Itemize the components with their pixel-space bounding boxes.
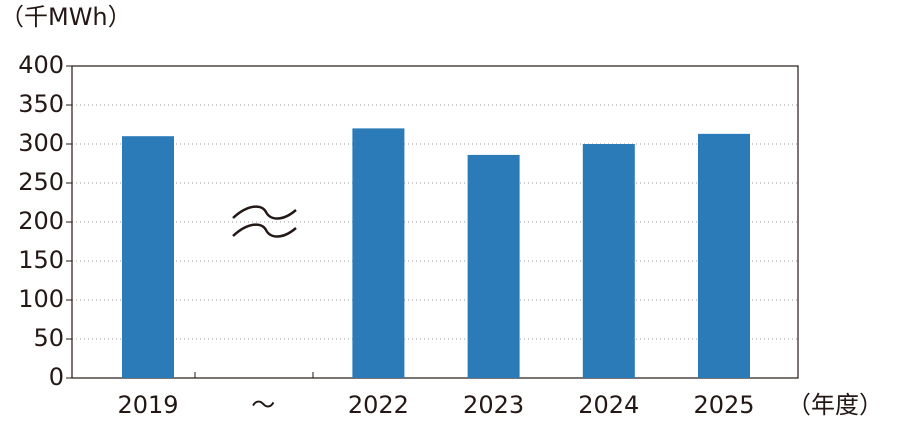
y-tick-label: 300: [18, 129, 64, 157]
y-axis-label: （千MWh）: [0, 3, 132, 31]
plot-frame: [71, 65, 799, 379]
y-tick-label: 100: [18, 285, 64, 313]
bar: [467, 154, 520, 378]
y-tick-label: 200: [18, 207, 64, 235]
y-tick-label: 0: [49, 363, 64, 391]
x-tick-label: 2024: [578, 391, 639, 419]
break-wave: [232, 223, 297, 238]
bar: [352, 128, 405, 378]
x-tick-label: 2025: [693, 391, 754, 419]
y-tick-label: 250: [18, 168, 64, 196]
x-tick-label: 2019: [117, 391, 178, 419]
x-tick-label: 2022: [348, 391, 409, 419]
bar: [122, 136, 174, 378]
bar: [698, 133, 750, 378]
axis-break: [232, 205, 297, 238]
x-axis-label: （年度）: [787, 391, 883, 419]
y-tick-label: 150: [18, 246, 64, 274]
x-tick-label: 2023: [463, 391, 524, 419]
y-tick-label: 400: [18, 51, 64, 79]
x-tick-label: ～: [251, 391, 275, 419]
y-tick-label: 350: [18, 90, 64, 118]
break-wave: [232, 205, 297, 220]
y-tick-label: 50: [33, 324, 64, 352]
bar: [582, 144, 635, 378]
